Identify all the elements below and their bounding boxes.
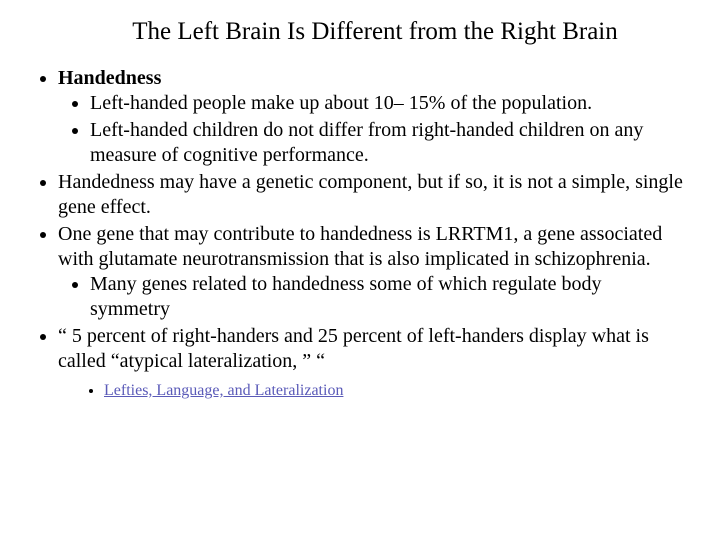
bullet-handedness: Handedness Left-handed people make up ab… [58, 66, 684, 168]
sub-bullet: Left-handed people make up about 10– 15%… [90, 91, 684, 116]
bullet-text: Handedness [58, 67, 161, 89]
lefties-link[interactable]: Lefties, Language, and Lateralization [104, 382, 343, 399]
link-item: Lefties, Language, and Lateralization [104, 382, 684, 400]
bullet-genetic: Handedness may have a genetic component,… [58, 170, 684, 220]
slide: The Left Brain Is Different from the Rig… [0, 0, 720, 400]
bullet-list: Handedness Left-handed people make up ab… [36, 66, 684, 374]
link-list: Lefties, Language, and Lateralization [36, 382, 684, 400]
slide-title: The Left Brain Is Different from the Rig… [36, 18, 684, 46]
bullet-lateralization: “ 5 percent of right-handers and 25 perc… [58, 324, 684, 374]
sub-bullet: Many genes related to handedness some of… [90, 272, 684, 322]
bullet-text: One gene that may contribute to handedne… [58, 223, 662, 270]
bullet-lrrtm1: One gene that may contribute to handedne… [58, 222, 684, 322]
sub-bullet: Left-handed children do not differ from … [90, 118, 684, 168]
